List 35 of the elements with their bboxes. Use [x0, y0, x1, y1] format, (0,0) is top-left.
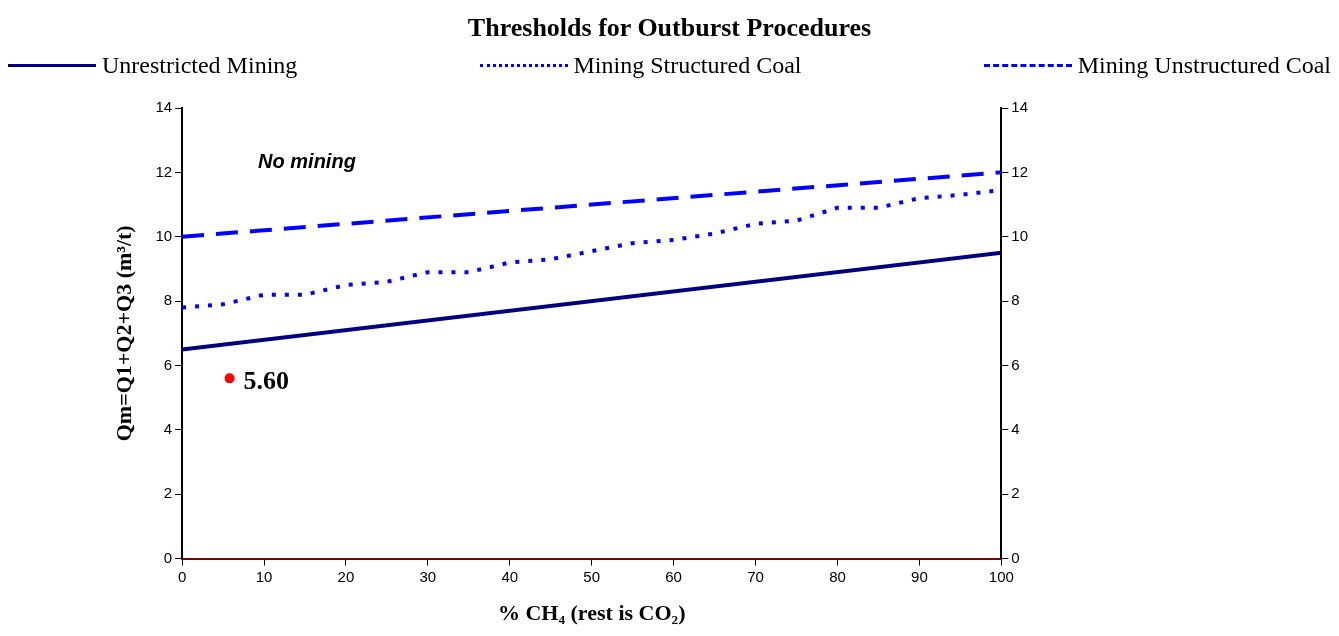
y-tick-label: 0	[163, 548, 173, 566]
x-tick-label: 10	[255, 567, 273, 585]
x-tick-label: 100	[988, 567, 1014, 585]
data-label: 5.60	[243, 366, 290, 396]
chart-title: Thresholds for Outburst Procedures	[466, 12, 873, 44]
annotation: No mining	[258, 149, 356, 172]
y-tick-label: 4	[163, 420, 173, 437]
y-tick-label: 12	[155, 162, 173, 180]
y2-tick-label: 2	[1011, 484, 1020, 502]
y-tick-label: 8	[163, 291, 173, 309]
x-tick-label: 90	[911, 567, 928, 585]
y2-tick-label: 6	[1011, 355, 1020, 373]
y2-tick-label: 14	[1011, 98, 1028, 116]
y2-tick-label: 4	[1011, 420, 1020, 437]
x-tick-label: 0	[177, 567, 187, 585]
y-axis-title: Qm=Q1+Q2+Q3 (m³/t)	[110, 225, 136, 442]
x-tick-label: 70	[747, 567, 764, 585]
y-tick-label: 10	[155, 226, 173, 244]
y-tick-label: 2	[163, 484, 173, 502]
x-tick-label: 20	[337, 567, 355, 585]
legend-label: Unrestricted Mining	[102, 51, 298, 79]
legend-label: Mining Structured Coal	[573, 51, 802, 79]
y2-tick-label: 10	[1011, 226, 1028, 244]
x-tick-label: 40	[501, 567, 519, 585]
x-tick-label: 60	[665, 567, 682, 585]
y2-tick-label: 0	[1011, 548, 1020, 566]
y-tick-label: 14	[155, 98, 173, 116]
y2-tick-label: 12	[1011, 162, 1028, 180]
x-tick-label: 30	[419, 567, 437, 585]
y-tick-label: 6	[163, 355, 173, 373]
x-tick-label: 50	[583, 567, 601, 585]
y2-tick-label: 8	[1011, 291, 1020, 309]
x-tick-label: 80	[829, 567, 846, 585]
legend-label: Mining Unstructured Coal	[1077, 51, 1331, 79]
x-axis-title: % CH₄ (rest is CO₂)	[497, 600, 686, 626]
